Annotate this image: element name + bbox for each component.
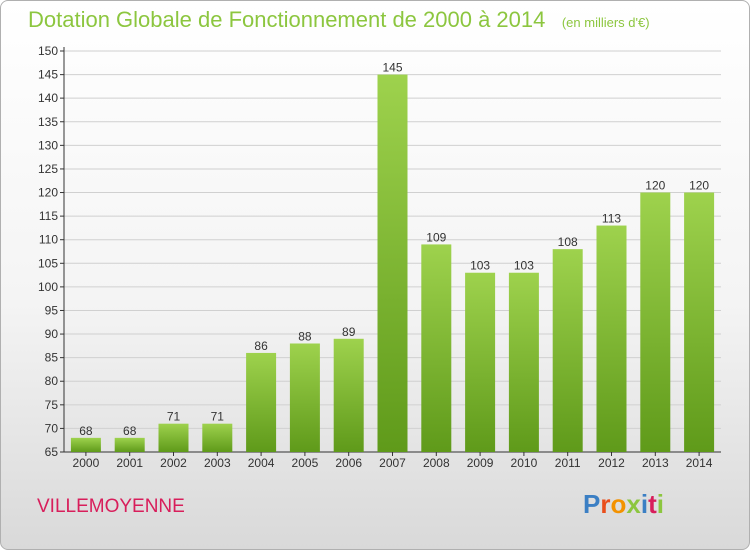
bar (114, 437, 145, 452)
y-tick-label: 115 (39, 209, 58, 223)
y-tick-label: 70 (45, 421, 59, 435)
x-tick-label: 2002 (160, 456, 187, 470)
logo-letter: x (626, 489, 641, 519)
bar (333, 338, 364, 452)
bar (377, 74, 408, 453)
bar-value-label: 68 (123, 424, 137, 438)
bar-value-label: 88 (298, 329, 312, 343)
y-tick-label: 85 (45, 351, 59, 365)
y-tick-label: 75 (45, 398, 59, 412)
bar (552, 249, 583, 452)
logo-letter: t (648, 489, 657, 519)
y-tick-label: 130 (38, 138, 58, 152)
x-tick-label: 2014 (686, 456, 713, 470)
y-tick-label: 80 (45, 374, 59, 388)
bar-value-label: 68 (79, 424, 93, 438)
y-tick-label: 145 (38, 68, 58, 82)
x-tick-label: 2005 (292, 456, 319, 470)
bar-value-label: 113 (602, 212, 621, 226)
bar (596, 225, 627, 452)
bar (70, 437, 101, 452)
bar-value-label: 86 (254, 339, 268, 353)
bar (289, 343, 320, 452)
x-tick-label: 2010 (511, 456, 538, 470)
bar (202, 423, 233, 452)
logo-letter: P (583, 489, 601, 519)
x-tick-label: 2007 (379, 456, 406, 470)
bar (421, 244, 452, 452)
bar (684, 192, 715, 452)
chart-subtitle: (en milliers d'€) (561, 15, 650, 30)
bar-value-label: 145 (382, 61, 402, 75)
y-tick-label: 95 (45, 303, 59, 317)
x-tick-label: 2000 (73, 456, 100, 470)
bar-value-label: 89 (342, 325, 356, 339)
bar (158, 423, 189, 452)
bar-value-label: 71 (167, 410, 181, 424)
proxiti-logo: Proxiti (583, 489, 664, 520)
bar (640, 192, 671, 452)
logo-letter: i (640, 489, 649, 519)
x-tick-label: 2006 (335, 456, 362, 470)
y-tick-label: 105 (38, 256, 58, 270)
y-tick-label: 100 (38, 280, 58, 294)
x-tick-label: 2003 (204, 456, 231, 470)
bar-value-label: 109 (426, 230, 446, 244)
chart-title: Dotation Globale de Fonctionnement de 20… (28, 7, 546, 32)
x-tick-label: 2008 (423, 456, 450, 470)
bar-value-label: 103 (514, 259, 534, 273)
x-tick-label: 2009 (467, 456, 494, 470)
logo-letter: i (656, 489, 664, 519)
bar-value-label: 120 (689, 179, 709, 193)
logo-letter: o (610, 489, 627, 519)
commune-name: VILLEMOYENNE (37, 496, 185, 517)
bar-value-label: 103 (470, 259, 490, 273)
bar (508, 272, 539, 452)
title-row: Dotation Globale de Fonctionnement de 20… (28, 7, 650, 33)
x-tick-label: 2004 (248, 456, 275, 470)
x-tick-label: 2011 (555, 456, 581, 470)
x-tick-label: 2012 (598, 456, 625, 470)
bar-value-label: 108 (558, 235, 578, 249)
y-tick-label: 150 (38, 44, 58, 58)
x-tick-label: 2013 (642, 456, 669, 470)
y-tick-label: 90 (45, 327, 59, 341)
y-tick-label: 120 (38, 186, 58, 200)
logo-letter: r (600, 489, 611, 519)
y-tick-label: 65 (45, 445, 59, 459)
bar-value-label: 71 (211, 410, 225, 424)
bar (465, 272, 496, 452)
bar-value-label: 120 (645, 179, 665, 193)
y-tick-label: 135 (38, 115, 58, 129)
bar (246, 352, 277, 452)
y-tick-label: 110 (39, 233, 58, 247)
x-tick-label: 2001 (116, 456, 143, 470)
y-tick-label: 140 (38, 91, 58, 105)
y-tick-label: 125 (38, 162, 58, 176)
